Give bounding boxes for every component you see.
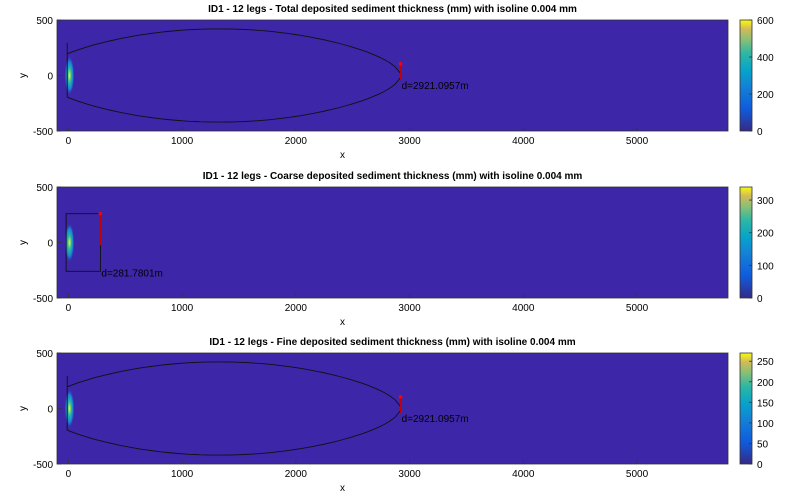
x-tick-label: 0	[66, 303, 72, 314]
chart-title: ID1 - 12 legs - Fine deposited sediment …	[209, 337, 575, 348]
x-tick-label: 3000	[398, 136, 421, 147]
y-tick-label: 0	[47, 239, 53, 250]
y-tick-label: 500	[36, 183, 53, 194]
extent-marker-point	[98, 211, 103, 216]
x-tick-label: 5000	[626, 469, 649, 480]
colorbar-tick-label: 200	[757, 378, 774, 389]
x-tick-label: 5000	[626, 303, 649, 314]
colorbar-tick-label: 300	[757, 196, 774, 207]
x-axis-label: x	[340, 483, 345, 494]
y-axis-label: y	[18, 73, 29, 78]
y-tick-label: 500	[36, 16, 53, 27]
extent-marker-point	[398, 62, 403, 66]
colorbar-tick-label: 150	[757, 398, 774, 409]
chart-coarse: ID1 - 12 legs - Coarse deposited sedimen…	[18, 171, 774, 328]
chart-title: ID1 - 12 legs - Coarse deposited sedimen…	[203, 171, 583, 182]
x-tick-label: 3000	[398, 469, 421, 480]
colorbar-tick-label: 100	[757, 419, 774, 430]
colorbar-tick-label: 100	[757, 261, 774, 272]
x-tick-label: 4000	[512, 136, 535, 147]
plot-area	[57, 187, 728, 298]
isoline-annotation: d=2921.0957m	[402, 414, 469, 425]
x-tick-label: 5000	[626, 136, 649, 147]
y-tick-label: -500	[33, 127, 53, 138]
colorbar-tick-label: 0	[757, 460, 763, 471]
colorbar-tick-label: 200	[757, 90, 774, 101]
colorbar-tick-label: 0	[757, 294, 763, 305]
chart-fine: ID1 - 12 legs - Fine deposited sediment …	[18, 337, 774, 494]
x-tick-label: 3000	[398, 303, 421, 314]
colorbar	[739, 352, 753, 465]
colorbar-tick-label: 400	[757, 53, 774, 64]
hotspot-source	[64, 388, 75, 429]
colorbar-tick-label: 50	[757, 439, 769, 450]
chart-total: ID1 - 12 legs - Total deposited sediment…	[18, 4, 774, 161]
extent-marker-point	[398, 395, 403, 399]
isoline-annotation: d=2921.0957m	[402, 81, 469, 92]
x-tick-label: 1000	[171, 136, 194, 147]
y-tick-label: 0	[47, 72, 53, 83]
colorbar-tick-label: 250	[757, 357, 774, 368]
colorbar-tick-label: 600	[757, 16, 774, 27]
x-tick-label: 1000	[171, 303, 194, 314]
colorbar	[739, 19, 753, 132]
chart-panel-coarse: ID1 - 12 legs - Coarse deposited sedimen…	[0, 167, 800, 332]
x-tick-label: 4000	[512, 469, 535, 480]
x-tick-label: 2000	[285, 469, 308, 480]
chart-title: ID1 - 12 legs - Total deposited sediment…	[208, 4, 577, 15]
x-tick-label: 4000	[512, 303, 535, 314]
y-tick-label: -500	[33, 294, 53, 305]
x-axis-label: x	[340, 317, 345, 328]
x-tick-label: 0	[66, 469, 72, 480]
x-tick-label: 0	[66, 136, 72, 147]
hotspot-source	[64, 222, 75, 263]
x-tick-label: 2000	[285, 136, 308, 147]
colorbar-tick-label: 0	[757, 127, 763, 138]
colorbar-tick-label: 200	[757, 229, 774, 240]
chart-panel-total: ID1 - 12 legs - Total deposited sediment…	[0, 0, 800, 165]
chart-panel-fine: ID1 - 12 legs - Fine deposited sediment …	[0, 333, 800, 498]
y-axis-label: y	[18, 406, 29, 411]
isoline-contour	[65, 213, 101, 272]
colorbar	[739, 186, 753, 299]
hotspot-source	[64, 55, 75, 96]
y-tick-label: 500	[36, 349, 53, 360]
y-tick-label: -500	[33, 460, 53, 471]
y-axis-label: y	[18, 240, 29, 245]
plot-area	[57, 353, 728, 464]
x-axis-label: x	[340, 150, 345, 161]
x-tick-label: 1000	[171, 469, 194, 480]
y-tick-label: 0	[47, 405, 53, 416]
isoline-annotation: d=281.7801m	[101, 268, 162, 279]
x-tick-label: 2000	[285, 303, 308, 314]
plot-area	[57, 20, 728, 131]
